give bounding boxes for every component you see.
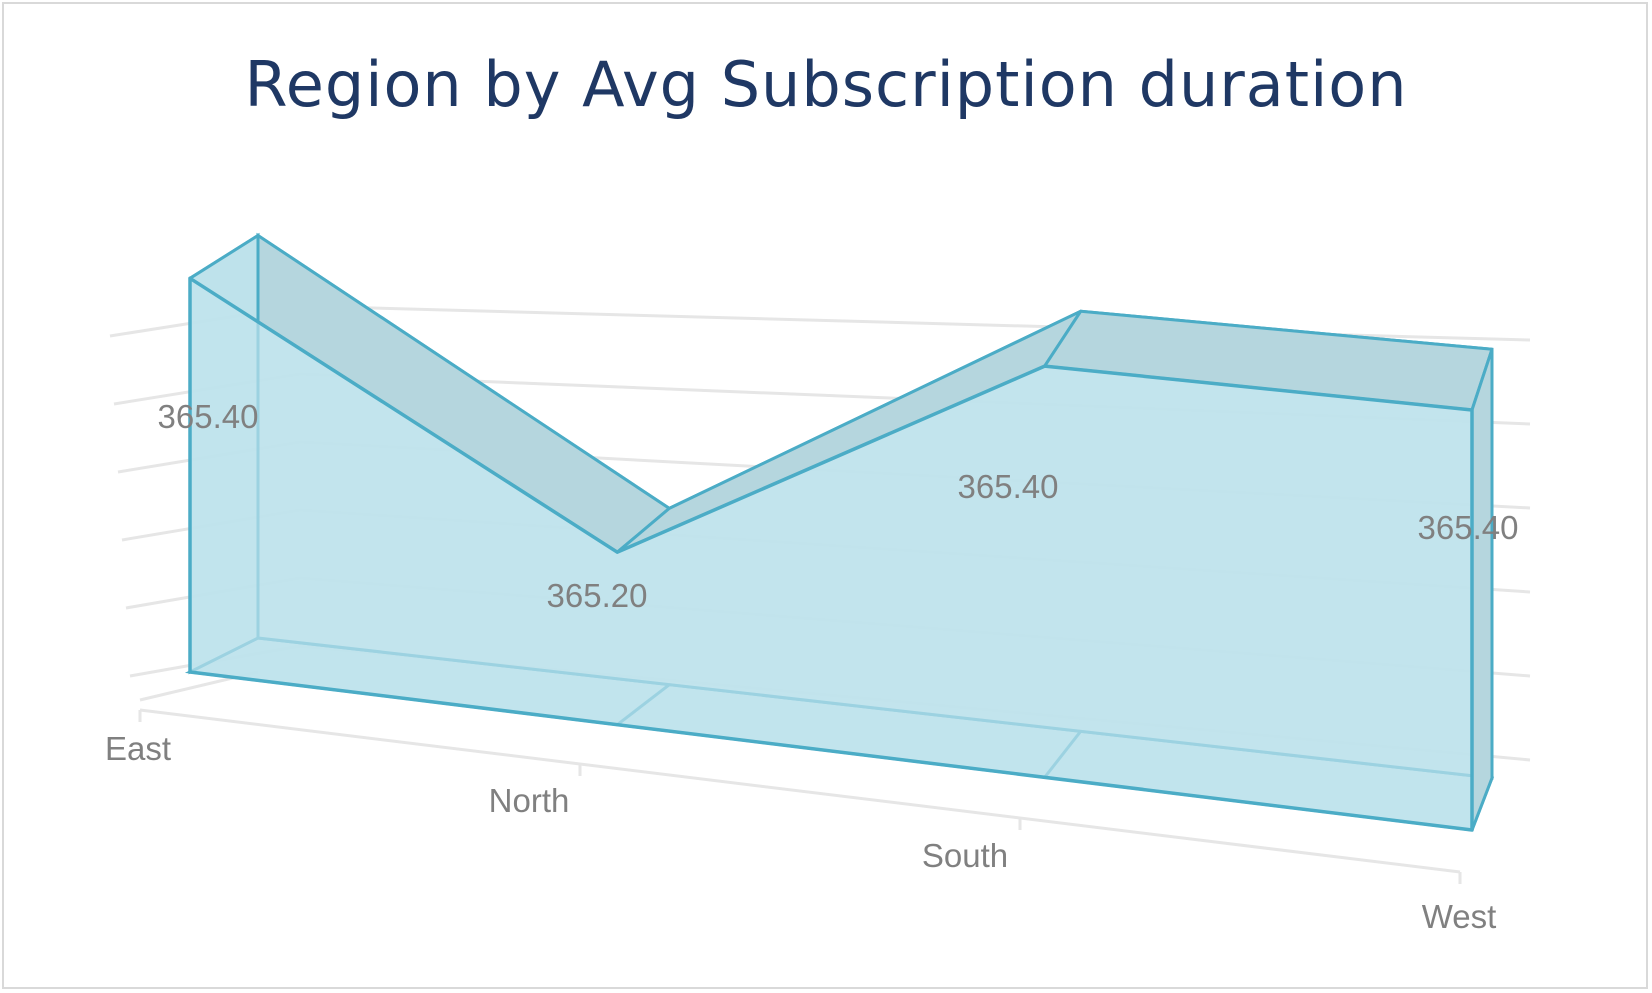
category-label: South: [922, 837, 1008, 874]
category-axis-line: [139, 708, 1461, 874]
category-axis: East North South West: [105, 730, 1496, 935]
category-label: East: [105, 730, 171, 767]
area-right-cap: [1470, 348, 1494, 831]
data-label: 365.20: [547, 577, 648, 614]
chart-title: Region by Avg Subscription duration: [244, 48, 1408, 121]
data-labels: 365.40 365.20 365.40 365.40: [158, 398, 1519, 614]
area-front-face: [188, 276, 1474, 832]
category-label: West: [1422, 898, 1497, 935]
area-series: [188, 232, 1494, 832]
data-label: 365.40: [958, 468, 1059, 505]
data-label: 365.40: [158, 398, 259, 435]
category-label: North: [489, 782, 570, 819]
data-label: 365.40: [1418, 509, 1519, 546]
